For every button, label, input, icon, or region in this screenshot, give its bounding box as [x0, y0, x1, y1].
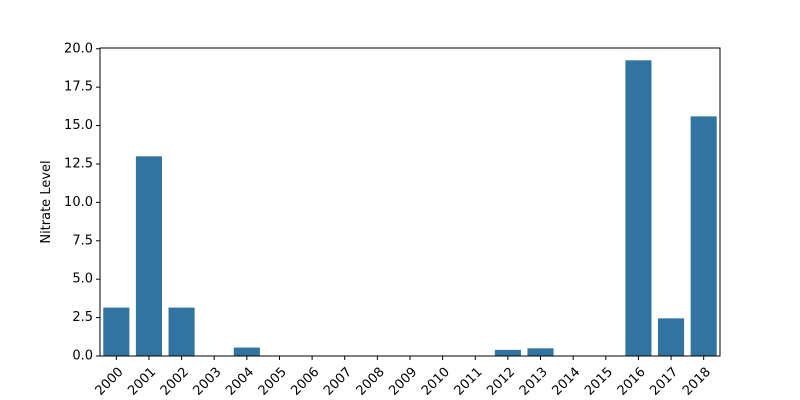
bars-group — [103, 60, 717, 356]
y-tick-label-0.0: 0.0 — [72, 349, 93, 364]
y-axis-label: Nitrate Level — [39, 160, 54, 243]
bar-2018 — [690, 116, 717, 356]
bar-2002 — [168, 307, 195, 356]
x-tick-label-2003: 2003 — [191, 365, 225, 399]
x-tick-label-2007: 2007 — [321, 365, 355, 399]
x-tick-label-2005: 2005 — [256, 365, 290, 399]
x-tick-label-2014: 2014 — [549, 365, 583, 399]
bar-2004 — [233, 347, 260, 356]
x-tick-label-2010: 2010 — [419, 365, 453, 399]
x-tick-label-2004: 2004 — [223, 365, 257, 399]
y-tick-label-5.0: 5.0 — [72, 272, 93, 287]
x-tick-label-2009: 2009 — [386, 365, 420, 399]
bar-2000 — [103, 307, 130, 356]
y-tick-label-15.0: 15.0 — [64, 118, 93, 133]
plot-frame — [99, 47, 721, 357]
y-axis-ticks: 0.0 2.5 5.0 7.5 10.0 12.5 15.0 17.5 20.0 — [64, 41, 100, 364]
y-tick-label-10.0: 10.0 — [64, 195, 93, 210]
x-tick-label-2000: 2000 — [93, 365, 127, 399]
bar-2017 — [658, 318, 685, 356]
x-tick-label-2008: 2008 — [354, 365, 388, 399]
y-tick-label-17.5: 17.5 — [64, 80, 93, 95]
x-tick-label-2015: 2015 — [582, 365, 616, 399]
x-axis-ticks: 2000200120022003200420052006200720082009… — [93, 356, 714, 399]
bar-2001 — [135, 156, 162, 356]
x-tick-label-2016: 2016 — [615, 365, 649, 399]
y-tick-label-12.5: 12.5 — [64, 156, 93, 171]
x-tick-label-2001: 2001 — [125, 365, 159, 399]
x-tick-label-2006: 2006 — [288, 365, 322, 399]
x-tick-label-2013: 2013 — [517, 365, 551, 399]
bar-2013 — [527, 348, 554, 356]
bar-2016 — [625, 60, 652, 356]
x-tick-label-2002: 2002 — [158, 365, 192, 399]
x-tick-label-2018: 2018 — [680, 365, 714, 399]
x-tick-label-2017: 2017 — [647, 365, 681, 399]
y-tick-label-20.0: 20.0 — [64, 41, 93, 56]
bar-2012 — [494, 349, 521, 356]
x-tick-label-2011: 2011 — [452, 365, 486, 399]
y-tick-label-7.5: 7.5 — [72, 233, 93, 248]
y-tick-label-2.5: 2.5 — [72, 310, 93, 325]
x-tick-label-2012: 2012 — [484, 365, 518, 399]
